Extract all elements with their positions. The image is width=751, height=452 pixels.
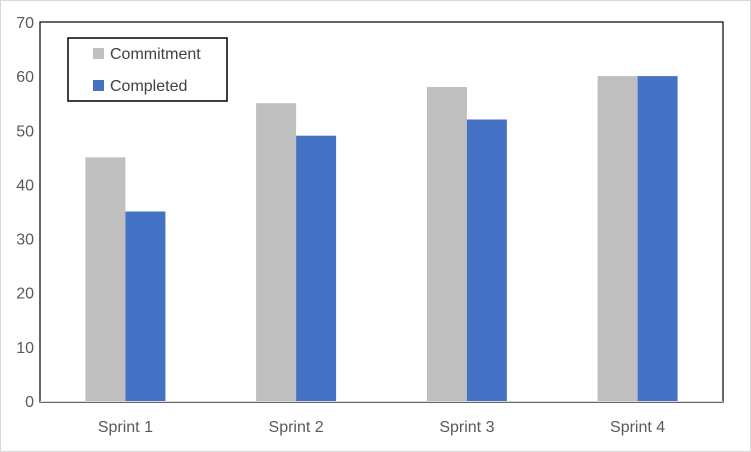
legend-swatch-completed [93, 80, 104, 91]
bar-completed-sprint-2 [296, 135, 337, 401]
y-tick-label: 40 [16, 177, 34, 194]
x-tick-label: Sprint 4 [610, 419, 665, 436]
y-tick-label: 70 [16, 15, 34, 32]
legend-swatch-commitment [93, 48, 104, 59]
y-tick-label: 50 [16, 123, 34, 140]
legend: Commitment Completed [67, 37, 228, 102]
y-tick-label: 20 [16, 286, 34, 303]
bars-layer [85, 76, 678, 401]
bar-commitment-sprint-1 [85, 157, 126, 401]
y-tick-label: 10 [16, 340, 34, 357]
bar-commitment-sprint-2 [256, 103, 297, 401]
x-axis-ticks: Sprint 1 Sprint 2 Sprint 3 Sprint 4 [98, 419, 665, 436]
bar-completed-sprint-3 [466, 119, 507, 401]
legend-label-completed: Completed [110, 78, 187, 95]
legend-label-commitment: Commitment [110, 46, 201, 63]
bar-commitment-sprint-4 [597, 76, 638, 401]
x-tick-label: Sprint 3 [439, 419, 494, 436]
bar-completed-sprint-4 [637, 76, 678, 401]
x-tick-label: Sprint 1 [98, 419, 153, 436]
y-axis-ticks: 0 10 20 30 40 50 60 70 [16, 15, 34, 411]
bar-completed-sprint-1 [125, 211, 166, 401]
x-tick-label: Sprint 2 [269, 419, 324, 436]
y-tick-label: 0 [25, 394, 34, 411]
y-tick-label: 30 [16, 232, 34, 249]
bar-commitment-sprint-3 [426, 87, 467, 401]
y-tick-label: 60 [16, 69, 34, 86]
